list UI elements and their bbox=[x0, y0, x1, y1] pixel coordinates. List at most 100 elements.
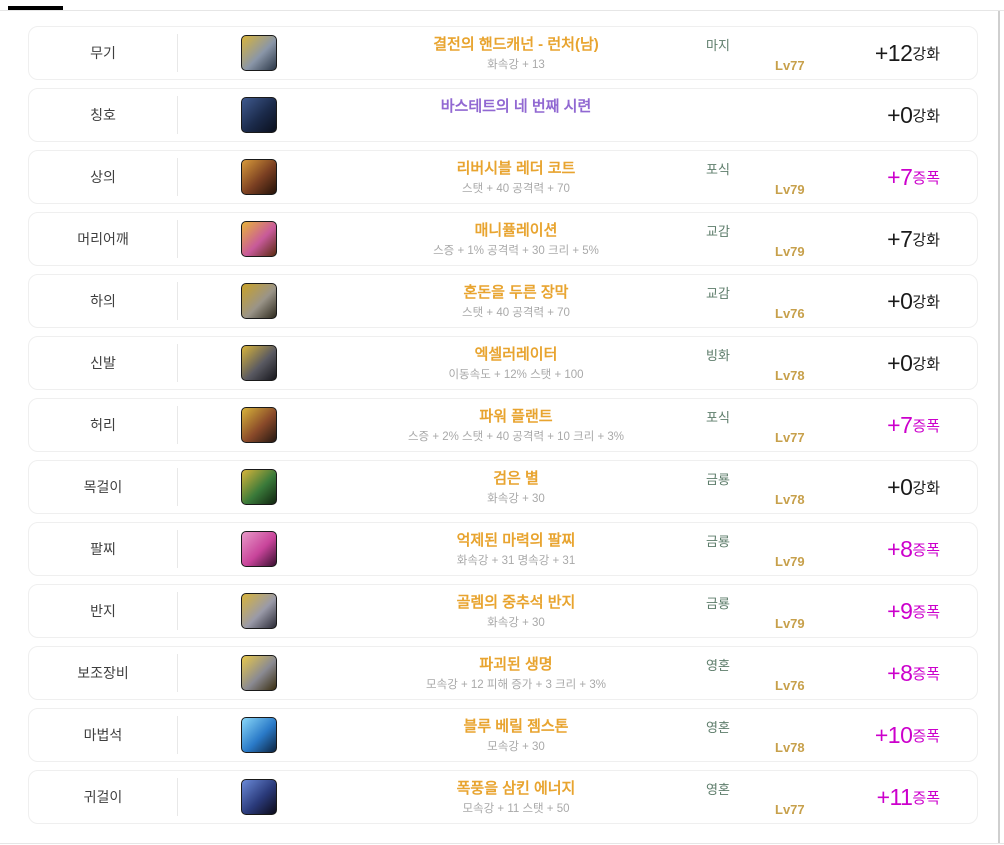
slot-label: 팔찌 bbox=[90, 541, 116, 557]
equipment-row[interactable]: 마법석 블루 베릴 젬스톤 모속강 + 30 영혼 Lv78 +10 증폭 bbox=[28, 708, 978, 762]
slot-divider bbox=[177, 96, 178, 134]
enchant-type-label: 영혼 bbox=[706, 782, 730, 797]
belt-icon[interactable] bbox=[241, 407, 277, 443]
equipment-row[interactable]: 하의 혼돈을 두른 장막 스탯 + 40 공격력 + 70 교감 Lv76 +0… bbox=[28, 274, 978, 328]
weapon-hand-cannon-icon[interactable] bbox=[241, 35, 277, 71]
item-name[interactable]: 파워 플랜트 bbox=[479, 408, 553, 425]
slot-label: 무기 bbox=[90, 45, 116, 61]
shoes-icon[interactable] bbox=[241, 345, 277, 381]
enchant-type-label: 빙화 bbox=[706, 348, 730, 363]
item-stats: 화속강 + 13 bbox=[487, 59, 545, 71]
magic-stone-orb-icon[interactable] bbox=[241, 717, 277, 753]
item-name[interactable]: 엑셀러레이터 bbox=[474, 346, 558, 363]
enchant-type-label: 금룡 bbox=[706, 534, 730, 549]
enhance-number: +9 bbox=[887, 597, 913, 624]
sub-equipment-icon[interactable] bbox=[241, 655, 277, 691]
item-stats: 스증 + 2% 스탯 + 40 공격력 + 10 크리 + 3% bbox=[407, 431, 625, 443]
equipment-row[interactable]: 칭호 바스테트의 네 번째 시련 +0 강화 bbox=[28, 88, 978, 142]
slot-divider bbox=[177, 34, 178, 72]
enhance-number: +0 bbox=[887, 101, 913, 128]
enhance-number: +12 bbox=[874, 39, 913, 66]
equipment-row[interactable]: 귀걸이 폭풍을 삼킨 에너지 모속강 + 11 스탯 + 50 영혼 Lv77 … bbox=[28, 770, 978, 824]
equipment-row[interactable]: 반지 골렘의 중추석 반지 화속강 + 30 금룡 Lv79 +9 증폭 bbox=[28, 584, 978, 638]
enhance-number: +10 bbox=[874, 721, 913, 748]
item-stats: 이동속도 + 12% 스탯 + 100 bbox=[448, 369, 584, 381]
enhance-value: +11 증폭 bbox=[877, 771, 940, 823]
item-name-block: 블루 베릴 젬스톤 모속강 + 30 bbox=[359, 718, 673, 754]
enchant-type-label: 포식 bbox=[706, 162, 730, 177]
enhance-value: +0 강화 bbox=[887, 89, 940, 141]
slot-divider bbox=[177, 716, 178, 754]
item-name[interactable]: 혼돈을 두른 장막 bbox=[463, 284, 569, 301]
enhance-suffix-label: 증폭 bbox=[912, 789, 940, 807]
level-label: Lv79 bbox=[775, 182, 805, 197]
active-tab-indicator[interactable] bbox=[8, 6, 63, 10]
item-name-block: 파워 플랜트 스증 + 2% 스탯 + 40 공격력 + 10 크리 + 3% bbox=[359, 408, 673, 444]
earring-icon[interactable] bbox=[241, 779, 277, 815]
enhance-value: +12 강화 bbox=[875, 27, 940, 79]
item-name[interactable]: 블루 베릴 젬스톤 bbox=[463, 718, 569, 735]
item-name-block: 엑셀러레이터 이동속도 + 12% 스탯 + 100 bbox=[359, 346, 673, 382]
item-name[interactable]: 골렘의 중추석 반지 bbox=[456, 594, 576, 611]
item-stats: 화속강 + 30 bbox=[487, 493, 545, 505]
level-label: Lv78 bbox=[775, 368, 805, 383]
enhance-value: +0 강화 bbox=[887, 337, 940, 389]
slot-label: 머리어깨 bbox=[77, 231, 129, 247]
enhance-number: +8 bbox=[887, 659, 913, 686]
level-label: Lv79 bbox=[775, 554, 805, 569]
item-name[interactable]: 매니퓰레이션 bbox=[474, 222, 558, 239]
item-name-block: 골렘의 중추석 반지 화속강 + 30 bbox=[359, 594, 673, 630]
level-label: Lv78 bbox=[775, 740, 805, 755]
enchant-type-label: 금룡 bbox=[706, 596, 730, 611]
slot-label: 칭호 bbox=[90, 107, 116, 123]
bracelet-icon[interactable] bbox=[241, 531, 277, 567]
enhance-value: +8 증폭 bbox=[887, 523, 940, 575]
enhance-number: +0 bbox=[887, 473, 913, 500]
equipment-row[interactable]: 신발 엑셀러레이터 이동속도 + 12% 스탯 + 100 빙화 Lv78 +0… bbox=[28, 336, 978, 390]
equipment-row[interactable]: 팔찌 억제된 마력의 팔찌 화속강 + 31 명속강 + 31 금룡 Lv79 … bbox=[28, 522, 978, 576]
item-name[interactable]: 검은 별 bbox=[493, 470, 539, 487]
equipment-row[interactable]: 상의 리버시블 레더 코트 스탯 + 40 공격력 + 70 포식 Lv79 +… bbox=[28, 150, 978, 204]
enhance-suffix-label: 강화 bbox=[912, 355, 940, 373]
item-stats: 모속강 + 12 피해 증가 + 3 크리 + 3% bbox=[426, 679, 606, 691]
item-name[interactable]: 억제된 마력의 팔찌 bbox=[456, 532, 576, 549]
ring-icon[interactable] bbox=[241, 593, 277, 629]
slot-divider bbox=[177, 158, 178, 196]
scrollbar[interactable] bbox=[998, 11, 1000, 843]
enhance-suffix-label: 증폭 bbox=[912, 727, 940, 745]
enchant-type-label: 포식 bbox=[706, 410, 730, 425]
item-stats: 화속강 + 31 명속강 + 31 bbox=[456, 555, 576, 567]
equipment-row[interactable]: 목걸이 검은 별 화속강 + 30 금룡 Lv78 +0 강화 bbox=[28, 460, 978, 514]
item-stats: 모속강 + 30 bbox=[487, 741, 545, 753]
top-leather-coat-icon[interactable] bbox=[241, 159, 277, 195]
equipment-list: 무기 결전의 핸드캐넌 - 런처(남) 화속강 + 13 마지 Lv77 +12… bbox=[0, 11, 1004, 824]
enhance-value: +7 증폭 bbox=[887, 151, 940, 203]
item-name-block: 혼돈을 두른 장막 스탯 + 40 공격력 + 70 bbox=[359, 284, 673, 320]
item-name-block: 억제된 마력의 팔찌 화속강 + 31 명속강 + 31 bbox=[359, 532, 673, 568]
item-name[interactable]: 바스테트의 네 번째 시련 bbox=[440, 98, 592, 115]
item-name-block: 리버시블 레더 코트 스탯 + 40 공격력 + 70 bbox=[359, 160, 673, 196]
necklace-icon[interactable] bbox=[241, 469, 277, 505]
equipment-row[interactable]: 허리 파워 플랜트 스증 + 2% 스탯 + 40 공격력 + 10 크리 + … bbox=[28, 398, 978, 452]
slot-divider bbox=[177, 406, 178, 444]
tab-bar bbox=[0, 0, 1004, 11]
enchant-type-label: 마지 bbox=[706, 38, 730, 53]
equipment-row[interactable]: 무기 결전의 핸드캐넌 - 런처(남) 화속강 + 13 마지 Lv77 +12… bbox=[28, 26, 978, 80]
title-bastet-cat-icon[interactable] bbox=[241, 97, 277, 133]
item-name[interactable]: 리버시블 레더 코트 bbox=[456, 160, 576, 177]
enhance-suffix-label: 증폭 bbox=[912, 665, 940, 683]
item-stats: 스증 + 1% 공격력 + 30 크리 + 5% bbox=[433, 245, 599, 257]
enhance-suffix-label: 강화 bbox=[912, 231, 940, 249]
item-name[interactable]: 파괴된 생명 bbox=[479, 656, 553, 673]
enchant-type-label: 영혼 bbox=[706, 720, 730, 735]
item-name[interactable]: 폭풍을 삼킨 에너지 bbox=[456, 780, 576, 797]
equipment-row[interactable]: 머리어깨 매니퓰레이션 스증 + 1% 공격력 + 30 크리 + 5% 교감 … bbox=[28, 212, 978, 266]
equipment-row[interactable]: 보조장비 파괴된 생명 모속강 + 12 피해 증가 + 3 크리 + 3% 영… bbox=[28, 646, 978, 700]
pants-icon[interactable] bbox=[241, 283, 277, 319]
shoulder-orb-icon[interactable] bbox=[241, 221, 277, 257]
enchant-type-label: 교감 bbox=[706, 224, 730, 239]
slot-label: 상의 bbox=[90, 169, 116, 185]
slot-divider bbox=[177, 344, 178, 382]
slot-divider bbox=[177, 220, 178, 258]
item-name[interactable]: 결전의 핸드캐넌 - 런처(남) bbox=[433, 36, 599, 53]
